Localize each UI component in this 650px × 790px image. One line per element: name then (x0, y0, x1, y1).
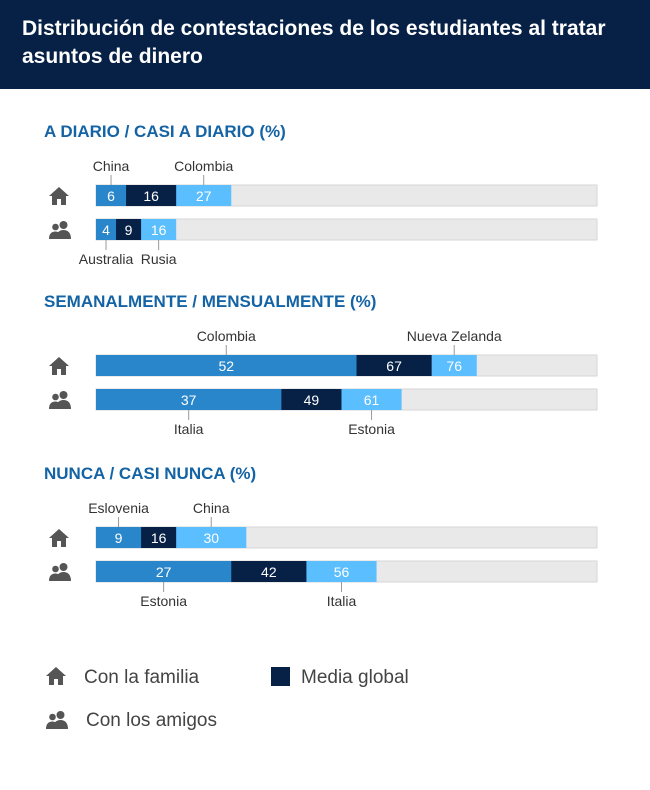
data-label: 16 (143, 188, 159, 204)
data-label: 16 (151, 222, 167, 238)
data-label: 4 (102, 222, 110, 238)
country-label: Colombia (174, 158, 233, 174)
data-label: 9 (125, 222, 133, 238)
data-label: 37 (181, 392, 197, 408)
chart-title: Distribución de contestaciones de los es… (22, 17, 606, 68)
section-title: NUNCA / CASI NUNCA (%) (44, 464, 256, 483)
data-label: 30 (203, 530, 219, 546)
data-label: 61 (364, 392, 380, 408)
country-label: China (93, 158, 130, 174)
country-label: Italia (174, 421, 204, 437)
house-icon (49, 529, 69, 547)
country-label: Nueva Zelanda (407, 328, 502, 344)
data-label: 27 (156, 564, 172, 580)
data-label: 9 (115, 530, 123, 546)
data-label: 27 (196, 188, 212, 204)
data-label: 67 (386, 358, 402, 374)
house-icon (49, 187, 69, 205)
people-icon (49, 221, 71, 239)
section-title: A DIARIO / CASI A DIARIO (%) (44, 122, 286, 141)
legend-global-label: Media global (301, 667, 409, 688)
bar-min (96, 561, 232, 582)
country-label: China (193, 500, 230, 516)
data-label: 76 (446, 358, 462, 374)
country-label: Italia (327, 593, 357, 609)
legend-global-swatch (271, 667, 290, 686)
people-icon (46, 711, 68, 729)
data-label: 52 (218, 358, 234, 374)
country-label: Estonia (140, 593, 187, 609)
country-label: Eslovenia (88, 500, 149, 516)
data-label: 16 (151, 530, 167, 546)
section-title: SEMANALMENTE / MENSUALMENTE (%) (44, 292, 376, 311)
country-label: Australia (79, 251, 134, 267)
data-label: 56 (334, 564, 350, 580)
country-label: Colombia (197, 328, 256, 344)
bar-min (96, 355, 357, 376)
data-label: 42 (261, 564, 277, 580)
people-icon (49, 563, 71, 581)
people-icon (49, 391, 71, 409)
bar-min (96, 219, 117, 240)
bar-min (96, 185, 127, 206)
data-label: 6 (107, 188, 115, 204)
header-banner: Distribución de contestaciones de los es… (0, 0, 650, 89)
country-label: Rusia (141, 251, 177, 267)
house-icon (46, 667, 66, 685)
legend-friends-label: Con los amigos (86, 710, 217, 731)
country-label: Estonia (348, 421, 395, 437)
bar-min (96, 389, 282, 410)
bar-min (96, 527, 142, 548)
data-label: 49 (304, 392, 320, 408)
house-icon (49, 357, 69, 375)
legend-family-label: Con la familia (84, 667, 200, 688)
